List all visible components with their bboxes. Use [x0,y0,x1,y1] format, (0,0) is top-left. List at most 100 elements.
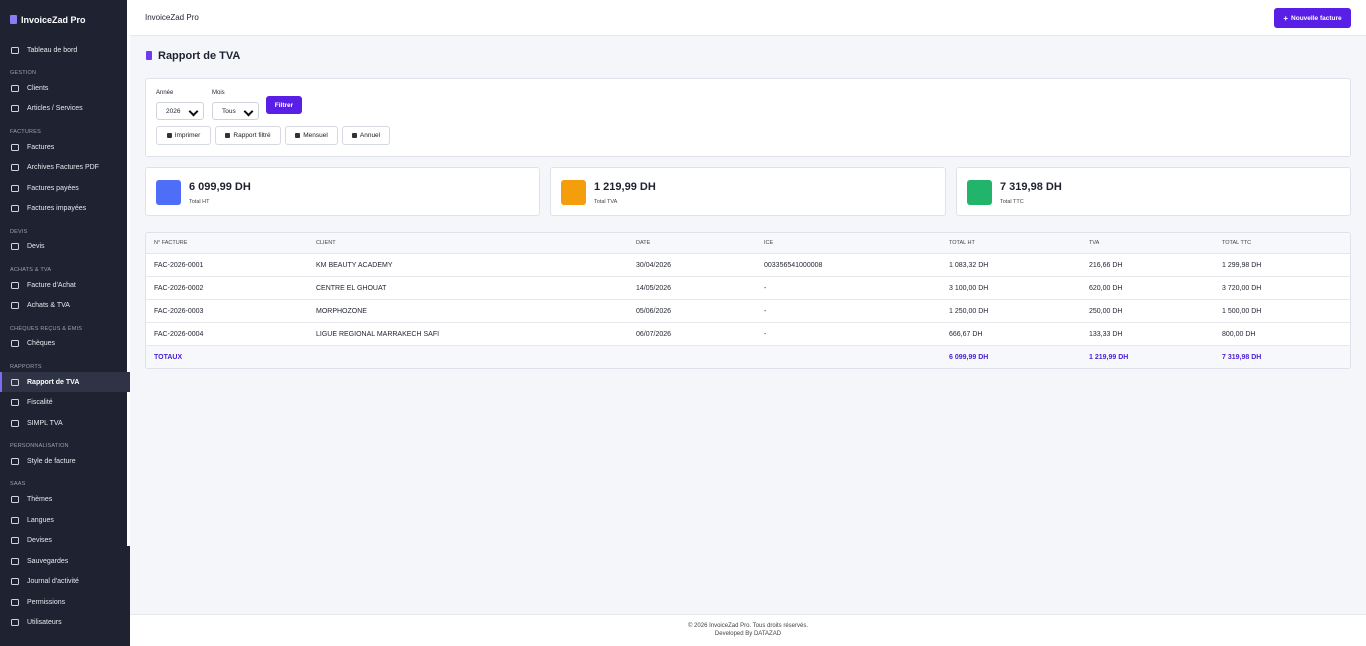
column-header: ICE [764,240,774,246]
nav-section-title: FACTURES [10,128,41,135]
stat-card: 7 319,98 DH Total TTC [956,167,1351,216]
nav-section-title: ACHATS & TVA [10,266,52,273]
nav-item[interactable]: Archives Factures PDF [0,157,130,178]
nav-icon [11,243,19,251]
nav-item[interactable]: Factures payées [0,178,130,199]
action-label: Mensuel [303,132,328,139]
brand: InvoiceZad Pro [0,0,130,40]
action-icon [295,133,301,138]
table-cell: 1 250,00 DH [949,308,989,315]
table-cell: LIGUE REGIONAL MARRAKECH SAFI [316,331,440,338]
nav-item[interactable]: Thèmes [0,489,130,510]
copyright: © 2026 InvoiceZad Pro. Tous droits réser… [687,623,809,629]
report-table: N° FACTURE CLIENT DATE ICE TOTAL HT TVA TOTAL … [145,232,1351,369]
table-cell: FAC-2026-0002 [154,285,204,292]
stat-value: 1 219,99 DH [594,181,656,193]
nav-item[interactable]: Devis [0,237,130,258]
nav-icon [11,184,19,192]
filter-button[interactable]: Filtrer [266,96,302,114]
nav-label: Achats & TVA [27,302,70,309]
action-icon [166,133,172,138]
nav-item[interactable]: Tableau de bord [0,40,130,61]
table-cell: 133,33 DH [1089,331,1123,338]
nav-item[interactable]: Factures impayées [0,198,130,219]
nav-section-title: DEVIS [10,228,28,235]
nav-icon [11,340,19,348]
nav-label: Journal d'activité [27,578,79,585]
nav-icon [11,281,19,289]
nav-item[interactable]: Articles / Services [0,99,130,120]
nav-item[interactable]: Factures [0,137,130,158]
nav-section-title: RAPPORTS [10,363,42,370]
nav-item[interactable]: Journal d'activité [0,571,130,592]
year-select[interactable]: 2026 [156,102,204,120]
table-cell: 3 100,00 DH [949,285,989,292]
nav-label: Style de facture [27,457,76,465]
column-header: DATE [636,240,651,246]
nav-icon [11,105,19,113]
stat-label: Total TVA [594,199,618,205]
nav-item[interactable]: Style de facture [0,451,130,472]
totals-row: TOTAUX 6 099,99 DH 1 219,99 DH 7 319,98 DH [146,346,1350,368]
action-icon [225,133,231,138]
title-icon [146,51,152,60]
nav-icon [11,84,19,92]
totals-value: 6 099,99 DH [949,354,989,361]
nav-icon [11,378,19,386]
stat-icon [156,180,181,205]
nav-item[interactable]: Clients [0,78,130,99]
action-button[interactable]: Imprimer [156,126,211,145]
nav-label: Articles / Services [27,105,83,113]
nav-item[interactable]: Facture d'Achat [0,275,130,296]
sidebar: InvoiceZad Pro Tableau de bord GESTION Cli… [0,0,130,646]
nav: Tableau de bord GESTION Clients Articles / … [0,40,130,633]
action-icon [351,133,357,138]
nav-item[interactable]: Sauvegardes [0,551,130,572]
nav-label: Factures [27,143,55,151]
nav-item[interactable]: Chèques [0,334,130,355]
table-cell: 216,66 DH [1089,262,1123,269]
column-header: TVA [1089,240,1100,246]
table-header: N° FACTURE CLIENT DATE ICE TOTAL HT TVA TOTAL … [146,233,1350,254]
nav-item[interactable]: Langues [0,510,130,531]
totals-label: TOTAUX [154,354,183,361]
nav-item[interactable]: Devises [0,530,130,551]
nav-item[interactable]: SIMPL TVA [0,413,130,434]
nav-icon [11,399,19,406]
action-button[interactable]: Annuel [342,126,390,145]
table-cell: CENTRE EL GHOUAT [316,285,387,292]
table-cell: 30/04/2026 [636,262,672,269]
month-select[interactable]: Tous [212,102,259,120]
nav-item[interactable]: Fiscalité [0,392,130,413]
nav-item[interactable]: Permissions [0,592,130,613]
nav-section-title: GESTION [10,70,37,76]
column-header: TOTAL TTC [1222,240,1252,246]
stat-value: 7 319,98 DH [1000,181,1062,193]
stat-label: Total TTC [1000,199,1024,205]
nav-item[interactable]: Achats & TVA [0,295,130,316]
nav-icon [11,619,19,626]
new-invoice-button[interactable]: + Nouvelle facture [1274,8,1351,28]
table-cell: 800,00 DH [1222,331,1256,338]
nav-label: Rapport de TVA [27,378,80,386]
table-cell: 1 299,98 DH [1222,262,1262,269]
new-invoice-label: Nouvelle facture [1291,14,1342,22]
table-cell: 05/06/2026 [636,308,672,315]
nav-item[interactable]: Rapport de TVA [0,371,130,393]
action-button[interactable]: Mensuel [285,126,338,145]
column-header: N° FACTURE [154,240,188,246]
nav-icon [11,164,19,171]
action-button[interactable]: Rapport filtré [215,126,281,145]
table-cell: KM BEAUTY ACADEMY [316,262,393,269]
nav-label: Factures impayées [27,205,87,212]
stat-icon [561,180,586,205]
app-name: InvoiceZad Pro [145,13,199,22]
nav-icon [11,516,19,524]
nav-label: Factures payées [27,184,79,192]
nav-item[interactable]: Utilisateurs [0,612,130,633]
action-label: Annuel [359,132,381,139]
nav-icon [11,143,19,151]
nav-label: Permissions [27,598,66,606]
nav-label: Clients [27,84,49,92]
